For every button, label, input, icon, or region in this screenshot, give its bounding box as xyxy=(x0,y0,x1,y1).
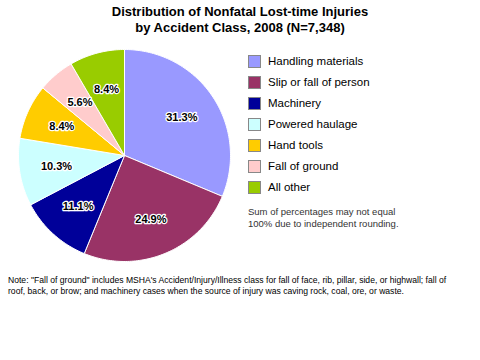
html-text:Hand tools: Hand tools xyxy=(268,139,323,151)
html-text:Fall of ground: Fall of ground xyxy=(268,160,339,172)
html-text:Note: "Fall of ground" include: Note: "Fall of ground" includes MSHA's A… xyxy=(8,274,447,296)
html-text:Slip or fall of person: Slip or fall of person xyxy=(268,76,370,88)
html-text:All other: All other xyxy=(268,181,311,193)
html-text:Machinery: Machinery xyxy=(268,97,322,109)
svg-text:10.3%: 10.3% xyxy=(41,160,72,172)
html-text:Distribution of Nonfatal Lost-: Distribution of Nonfatal Lost-time Injur… xyxy=(111,4,369,36)
html-text:Sum of percentages may not equ: Sum of percentages may not equal 100% du… xyxy=(248,205,399,229)
html-text:Powered haulage: Powered haulage xyxy=(268,118,358,130)
svg-text:24.9%: 24.9% xyxy=(135,212,166,224)
svg-text:5.6%: 5.6% xyxy=(67,96,92,108)
svg-text:8.4%: 8.4% xyxy=(94,82,119,94)
svg-text:8.4%: 8.4% xyxy=(49,120,74,132)
svg-text:31.3%: 31.3% xyxy=(166,110,197,122)
svg-text:11.1%: 11.1% xyxy=(63,199,94,211)
html-text:Handling materials: Handling materials xyxy=(268,55,364,67)
